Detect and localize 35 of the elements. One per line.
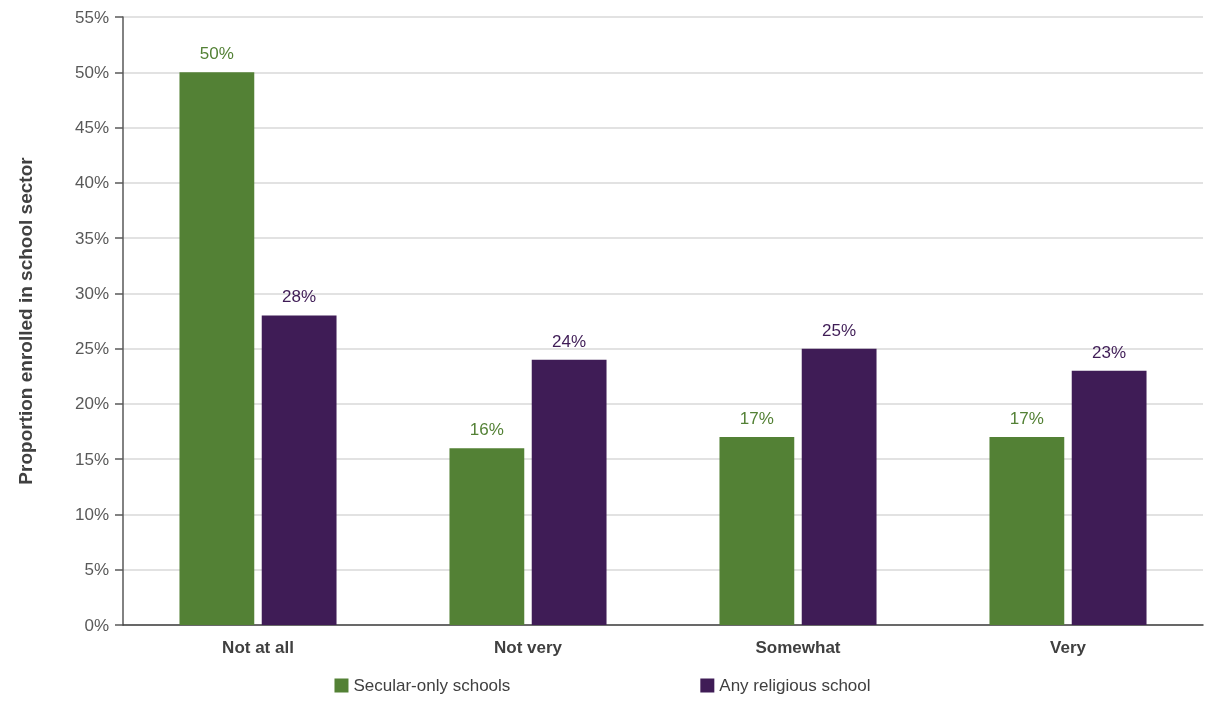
bar <box>531 359 607 625</box>
data-label: 17% <box>739 409 774 429</box>
bar <box>1071 370 1147 625</box>
bar <box>449 448 525 625</box>
x-tick-label: Somewhat <box>755 638 841 657</box>
y-tick-label: 55% <box>74 7 109 27</box>
y-tick-label: 0% <box>84 615 109 635</box>
y-tick-label: 40% <box>74 173 109 193</box>
legend-label: Any religious school <box>719 676 871 695</box>
x-tick-label: Not at all <box>222 638 294 657</box>
y-tick-label: 20% <box>74 394 109 414</box>
bar <box>179 72 255 625</box>
legend-label: Secular-only schools <box>353 676 511 695</box>
data-label: 28% <box>282 287 317 307</box>
data-label: 50% <box>199 44 234 64</box>
y-tick-label: 45% <box>74 118 109 138</box>
data-label: 25% <box>822 320 857 340</box>
data-label: 23% <box>1092 342 1127 362</box>
x-tick-label: Not very <box>493 638 563 657</box>
data-label: 24% <box>552 331 587 351</box>
bar <box>989 437 1065 625</box>
y-tick-label: 35% <box>74 228 109 248</box>
y-axis-title: Proportion enrolled in school sector <box>15 156 36 485</box>
data-label: 16% <box>469 420 504 440</box>
y-tick-label: 5% <box>84 560 109 580</box>
y-tick-label: 10% <box>74 504 109 524</box>
data-label: 17% <box>1009 409 1044 429</box>
bar <box>719 437 795 625</box>
y-tick-label: 15% <box>74 449 109 469</box>
y-tick-label: 25% <box>74 339 109 359</box>
y-tick-label: 50% <box>74 62 109 82</box>
y-tick-label: 30% <box>74 283 109 303</box>
x-tick-label: Very <box>1050 638 1087 657</box>
bar <box>261 315 337 625</box>
bar <box>801 348 877 625</box>
